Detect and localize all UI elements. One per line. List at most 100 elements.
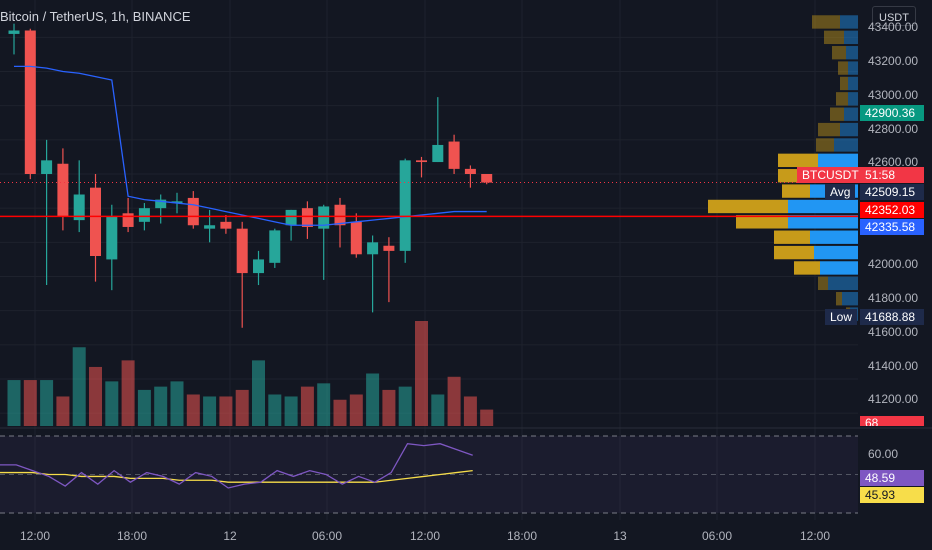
price-axis-label: 42800.00 [868,122,919,136]
profile-bar-up [846,46,858,60]
profile-bar-up [842,292,858,306]
time-axis-label: 06:00 [701,529,733,543]
last-price-tag: 42352.03 [860,202,924,218]
volume-bar [398,386,412,426]
moving-average-line [14,65,487,226]
candle-body [138,208,150,222]
profile-bar-down [832,46,846,60]
volume-bars [7,321,494,426]
candle-body [204,225,216,229]
volume-bar [447,376,461,426]
low-label-tag: Low [825,309,858,325]
profile-bar-down [736,215,788,229]
profile-bar-up [848,92,858,106]
symbol-title-text: Bitcoin / TetherUS, 1h, BINANCE [0,9,191,24]
volume-bar [349,394,363,426]
currency-button[interactable]: USDT [872,6,916,26]
profile-bar-up [818,153,858,168]
symbol-title[interactable]: Bitcoin / TetherUS, 1h, BINANCE [0,9,191,24]
candlestick-series [8,23,493,328]
candle-body [155,199,167,209]
profile-bar-up [810,230,858,244]
volume-bar [23,380,37,426]
rsi-ma-line [0,470,473,483]
candle-body [481,174,493,183]
volume-bar [186,394,200,426]
candle-body [383,245,395,251]
volume-bar [170,381,184,426]
profile-bar-down [774,230,810,244]
volume-bar [382,389,396,426]
volume-profile [708,15,858,321]
profile-bar-down [830,107,844,121]
volume-bar [317,383,331,426]
rsi-ma-tag: 45.93 [860,487,924,503]
profile-bar-up [834,138,858,152]
candle-body [236,228,248,274]
profile-bar-down [778,153,818,168]
ma-line [14,65,487,226]
volume-bar [300,386,314,426]
volume-bar [40,380,54,426]
volume-bar [333,399,347,426]
profile-bar-up [820,261,858,275]
volume-bar [252,360,265,426]
candle-body [448,141,460,169]
candle-body [122,213,134,227]
time-axis-label: 06:00 [311,529,343,543]
profile-bar-up [848,61,858,75]
volume-bar [480,409,494,426]
price-axis-label: 43000.00 [868,88,919,102]
price-lines [0,182,858,218]
profile-bar-up [840,122,858,137]
profile-bar-down [818,122,840,137]
low-value-tag: 41688.88 [860,309,924,325]
profile-bar-up [814,245,858,260]
time-axis-label: 12:00 [799,529,831,543]
profile-bar-down [818,276,828,291]
volume-bar [89,366,102,426]
candle-body [350,221,362,255]
price-axis-label: 42000.00 [868,257,919,271]
volume-bar [121,360,135,426]
volume-bar [56,396,70,426]
candle-body [8,30,20,34]
rsi-value-tag: 48.59 [860,470,924,486]
rsi-level-label: 60.00 [868,447,899,461]
candle-body [106,216,118,260]
volume-bar [268,394,282,426]
chart-grid [0,0,858,520]
profile-bar-down [708,199,788,214]
volume-bar [415,321,428,426]
candle-body [432,144,444,163]
profile-bar-up [840,15,858,29]
volume-tag: 68 [860,416,924,426]
time-axis-label: 12:00 [19,529,51,543]
candle-body [90,187,101,256]
price-axis-label: 42600.00 [868,155,919,169]
volume-bar [154,386,168,426]
profile-bar-down [836,92,848,106]
profile-bar-up [788,215,858,229]
time-axis-label: 13 [613,529,627,543]
candle-body [24,30,36,174]
profile-bar-down [782,184,810,198]
profile-bar-up [848,76,858,91]
price-axis-label: 41600.00 [868,325,919,339]
profile-bar-up [844,30,858,45]
price-axis-label: 43400.00 [868,20,919,34]
profile-bar-up [844,107,858,121]
candle-body [269,230,281,263]
volume-bar [203,396,217,426]
volume-bar [463,396,477,426]
time-axis-label: 18:00 [116,529,148,543]
volume-bar [105,381,119,426]
price-axis-label: 41400.00 [868,359,919,373]
volume-bar [137,389,151,426]
candle-body [220,221,232,229]
candle-body [73,194,85,221]
profile-bar-down [816,138,834,152]
volume-bar [7,380,21,426]
rsi-line [0,443,473,489]
